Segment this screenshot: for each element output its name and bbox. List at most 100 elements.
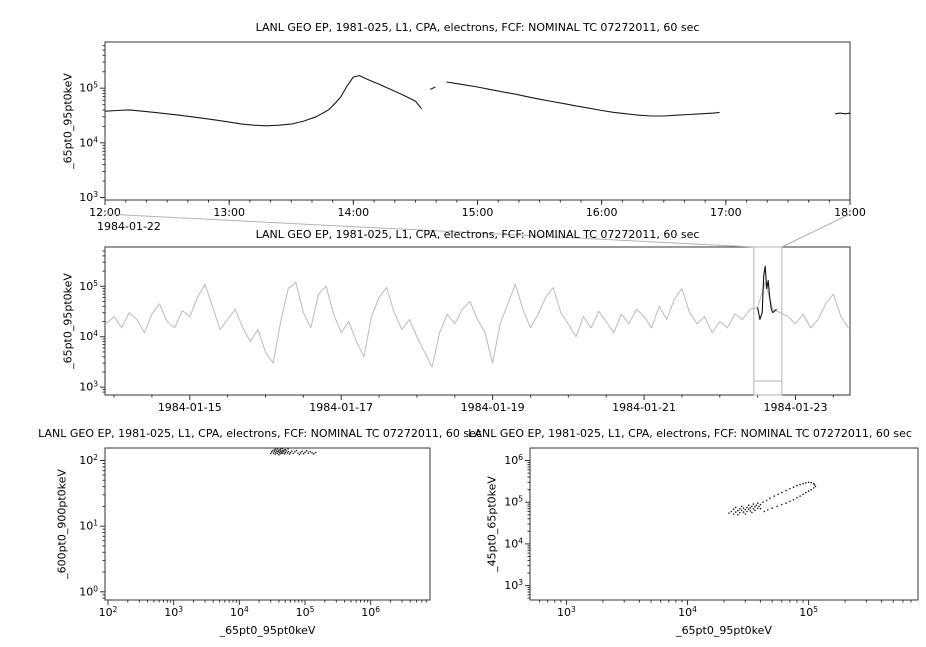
- scatter-point: [280, 452, 282, 455]
- scatter-point: [749, 510, 752, 512]
- chart-zoom-timeseries: 12:00 13:00 14:00 15:00 16:00 17:00 18:00 103 10…: [79, 41, 866, 219]
- x-tick-label: 1984-01-17: [309, 401, 373, 414]
- scatter-point: [781, 503, 783, 506]
- scatter-point: [281, 449, 284, 452]
- selection-box[interactable]: [753, 246, 783, 396]
- scatter-point: [276, 452, 279, 455]
- y-tick-label: 104: [79, 135, 98, 149]
- title-context-timeseries: LANL GEO EP, 1981-025, L1, CPA, electron…: [255, 228, 700, 241]
- scatter-point: [751, 511, 753, 514]
- scatter-point: [792, 498, 795, 501]
- series-segment-3: [446, 81, 720, 117]
- scatter-point: [758, 505, 760, 508]
- x-tick-label: 1984-01-15: [158, 401, 222, 414]
- scatter-point: [280, 451, 283, 454]
- context-connector-right: [781, 213, 851, 248]
- scatter-point: [739, 507, 741, 510]
- scatter-point: [805, 491, 807, 494]
- x-tick-label: 1984-01-23: [764, 401, 828, 414]
- y-tick-label: 105: [79, 279, 98, 293]
- scatter-point: [814, 485, 817, 488]
- scatter-point: [309, 450, 312, 453]
- scatter-point: [792, 486, 795, 488]
- scatter-point: [742, 511, 745, 513]
- scatter-point: [282, 450, 285, 453]
- y-tick-label: 104: [504, 536, 523, 550]
- scatter-point: [294, 451, 296, 453]
- scatter-point: [301, 450, 303, 453]
- plot-area-scatter-45-65[interactable]: [529, 447, 919, 601]
- scatter-point: [810, 488, 812, 491]
- x-tick-label: 104: [230, 605, 249, 619]
- scatter-point: [302, 452, 305, 455]
- scatter-point: [754, 505, 756, 508]
- x-tick-label: 103: [557, 605, 576, 619]
- scatter-point: [279, 450, 282, 452]
- scatter-point: [289, 451, 292, 454]
- scatter-point: [777, 493, 779, 496]
- y-tick-label: 100: [79, 584, 98, 598]
- scatter-point: [740, 505, 743, 508]
- scatter-point: [751, 505, 753, 508]
- plot-area-scatter-600-900[interactable]: [104, 447, 431, 601]
- scatter-point: [734, 511, 737, 513]
- plot-area-context-timeseries[interactable]: [104, 246, 851, 396]
- scatter-point: [276, 448, 279, 450]
- scatter-point: [732, 508, 735, 511]
- scatter-point: [747, 504, 750, 507]
- scatter-point: [313, 453, 315, 455]
- ylabel-scatter-right: _45pt0_65pt0keV: [485, 476, 499, 572]
- y-tick-label: 102: [79, 453, 98, 467]
- scatter-point: [282, 452, 284, 455]
- scatter-point: [284, 451, 287, 454]
- scatter-point: [799, 483, 801, 486]
- scatter-point: [789, 488, 791, 490]
- scatter-point: [277, 450, 280, 453]
- scatter-point: [807, 481, 810, 484]
- scatter-point: [737, 509, 739, 512]
- scatter-point: [785, 502, 787, 504]
- x-tick-label: 106: [361, 605, 380, 619]
- scatter-point: [314, 451, 317, 454]
- scatter-point: [759, 503, 762, 506]
- x-tick-label: 105: [296, 605, 315, 619]
- scatter-point: [273, 450, 276, 453]
- scatter-point: [747, 508, 750, 511]
- x-tick-label: 17:00: [710, 206, 742, 219]
- scatter-point: [732, 513, 735, 515]
- scatter-point: [298, 453, 301, 456]
- ylabel-zoom-timeseries: _65pt0_95pt0keV: [61, 73, 75, 169]
- x-tick-label: 105: [799, 605, 818, 619]
- x-tick-label: 16:00: [586, 206, 618, 219]
- y-tick-label: 104: [79, 329, 98, 343]
- plot-area-zoom-timeseries[interactable]: [104, 41, 851, 201]
- scatter-point: [278, 454, 280, 456]
- scatter-point: [283, 453, 286, 455]
- scatter-point: [269, 452, 272, 455]
- scatter-point: [274, 453, 276, 455]
- scatter-point: [752, 507, 755, 510]
- scatter-point: [297, 452, 299, 454]
- scatter-point: [773, 495, 776, 497]
- scatter-point: [278, 449, 280, 452]
- scatter-point: [771, 507, 773, 510]
- x-tick-label: 15:00: [462, 206, 494, 219]
- x-tick-label: 14:00: [337, 206, 369, 219]
- scatter-point: [744, 508, 747, 511]
- scatter-point: [288, 453, 291, 455]
- scatter-point: [291, 450, 293, 452]
- scatter-point: [305, 449, 308, 452]
- scatter-point: [785, 489, 787, 492]
- scatter-point: [271, 449, 274, 452]
- scatter-point: [755, 504, 758, 507]
- scatter-point: [279, 448, 282, 451]
- scatter-point: [759, 507, 762, 510]
- chart-context-timeseries: 1984-01-15 1984-01-17 1984-01-19 1984-01-21…: [79, 246, 851, 414]
- x-tick-label: 104: [678, 605, 697, 619]
- scatter-point: [292, 452, 295, 455]
- scatter-point: [807, 490, 810, 492]
- scatter-point: [769, 497, 771, 500]
- xlabel-scatter-right: _65pt0_95pt0keV: [676, 624, 772, 637]
- scatter-point: [286, 452, 289, 454]
